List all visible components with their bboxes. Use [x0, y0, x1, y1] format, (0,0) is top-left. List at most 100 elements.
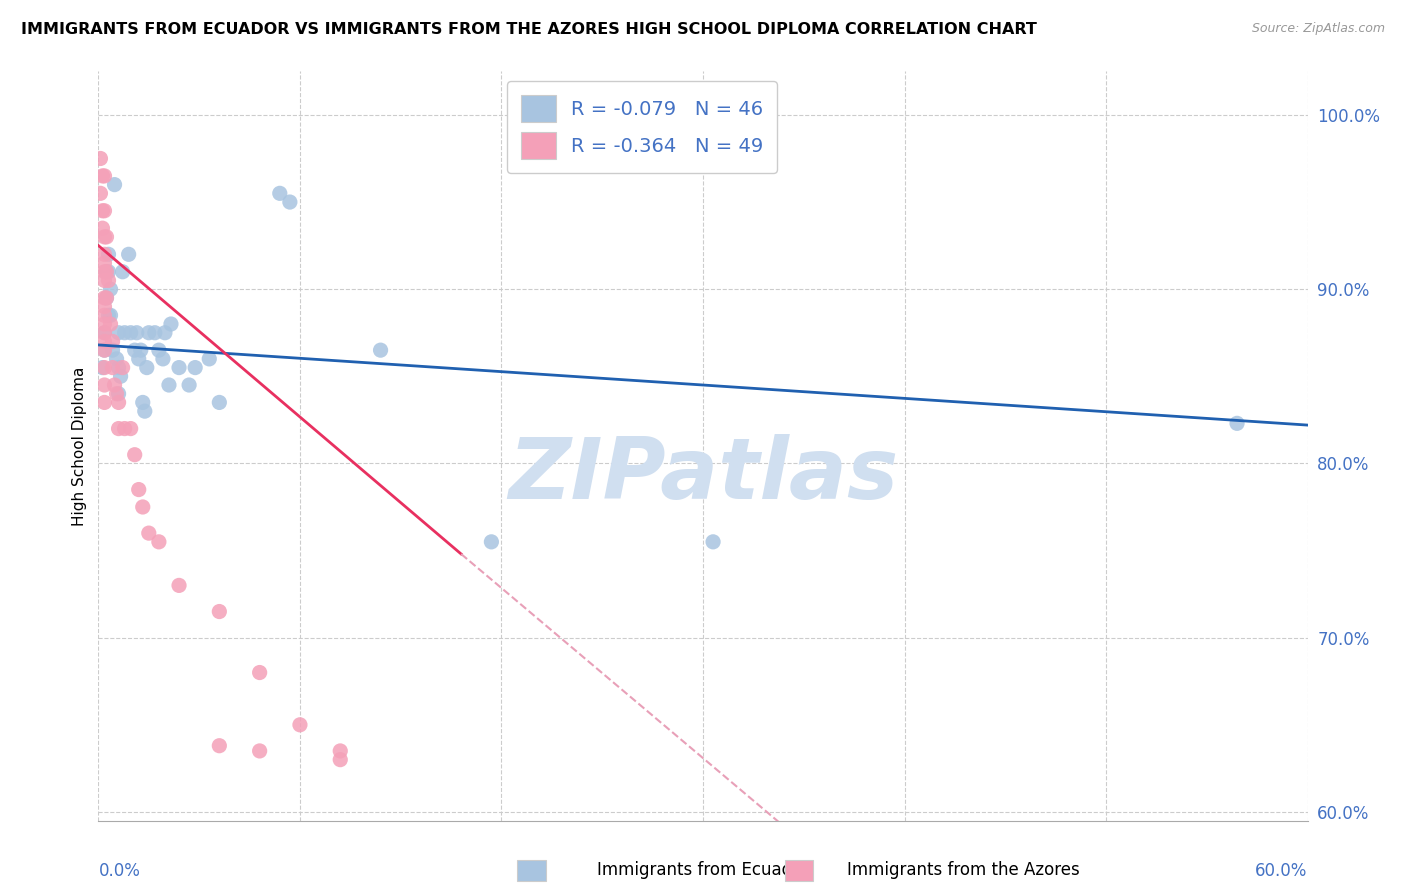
- Point: [91, 221, 114, 235]
- Point: [132, 395, 155, 409]
- Point: [249, 744, 271, 758]
- Point: [93, 326, 115, 340]
- Point: [100, 308, 122, 322]
- Point: [93, 334, 115, 349]
- Point: [110, 369, 132, 384]
- Point: [93, 378, 115, 392]
- Point: [128, 483, 150, 497]
- Point: [124, 343, 146, 358]
- Point: [167, 578, 190, 592]
- Point: [91, 169, 114, 183]
- Text: ZIPatlas: ZIPatlas: [508, 434, 898, 517]
- Point: [107, 360, 129, 375]
- Point: [100, 317, 122, 331]
- Point: [134, 404, 156, 418]
- Point: [101, 360, 124, 375]
- Point: [138, 526, 160, 541]
- Point: [93, 343, 115, 358]
- Point: [89, 186, 111, 201]
- Point: [100, 282, 122, 296]
- Point: [97, 247, 120, 261]
- Point: [249, 665, 271, 680]
- Point: [93, 300, 115, 314]
- Point: [148, 343, 170, 358]
- Point: [120, 421, 142, 435]
- Point: [93, 360, 115, 375]
- Legend: R = -0.079   N = 46, R = -0.364   N = 49: R = -0.079 N = 46, R = -0.364 N = 49: [508, 81, 778, 173]
- Text: IMMIGRANTS FROM ECUADOR VS IMMIGRANTS FROM THE AZORES HIGH SCHOOL DIPLOMA CORREL: IMMIGRANTS FROM ECUADOR VS IMMIGRANTS FR…: [21, 22, 1038, 37]
- Point: [93, 343, 115, 358]
- Point: [132, 500, 155, 514]
- Point: [93, 169, 115, 183]
- Y-axis label: High School Diploma: High School Diploma: [72, 367, 87, 525]
- Text: Immigrants from the Azores: Immigrants from the Azores: [846, 861, 1080, 879]
- Point: [101, 334, 124, 349]
- Point: [167, 360, 190, 375]
- Text: Source: ZipAtlas.com: Source: ZipAtlas.com: [1251, 22, 1385, 36]
- Point: [91, 360, 114, 375]
- Point: [93, 395, 115, 409]
- Point: [208, 739, 231, 753]
- Point: [93, 265, 115, 279]
- Point: [1226, 417, 1249, 431]
- Point: [157, 378, 180, 392]
- Point: [288, 718, 311, 732]
- Point: [96, 230, 118, 244]
- Text: 0.0%: 0.0%: [98, 862, 141, 880]
- Point: [93, 273, 115, 287]
- Point: [105, 351, 128, 366]
- Point: [128, 351, 150, 366]
- Point: [97, 273, 120, 287]
- Point: [111, 265, 134, 279]
- Point: [124, 448, 146, 462]
- Point: [198, 351, 221, 366]
- Point: [208, 395, 231, 409]
- Point: [278, 195, 301, 210]
- Point: [135, 360, 157, 375]
- Point: [208, 605, 231, 619]
- Point: [118, 247, 141, 261]
- Point: [114, 326, 136, 340]
- Point: [184, 360, 207, 375]
- Point: [93, 256, 115, 270]
- Point: [107, 386, 129, 401]
- Point: [138, 326, 160, 340]
- Point: [96, 265, 118, 279]
- Point: [97, 265, 120, 279]
- Point: [101, 343, 124, 358]
- Point: [269, 186, 291, 201]
- Point: [91, 203, 114, 218]
- Point: [179, 378, 201, 392]
- Point: [103, 378, 125, 392]
- Point: [93, 326, 115, 340]
- Text: 60.0%: 60.0%: [1256, 862, 1308, 880]
- Point: [93, 291, 115, 305]
- Point: [125, 326, 148, 340]
- Point: [89, 152, 111, 166]
- Point: [97, 308, 120, 322]
- Point: [93, 317, 115, 331]
- Point: [702, 534, 724, 549]
- Point: [96, 291, 118, 305]
- Point: [93, 230, 115, 244]
- Point: [96, 291, 118, 305]
- Point: [129, 343, 152, 358]
- Point: [96, 265, 118, 279]
- Point: [143, 326, 166, 340]
- Point: [120, 326, 142, 340]
- Point: [329, 744, 352, 758]
- Text: Immigrants from Ecuador: Immigrants from Ecuador: [598, 861, 808, 879]
- Point: [107, 326, 129, 340]
- Point: [114, 421, 136, 435]
- Point: [481, 534, 503, 549]
- Point: [103, 178, 125, 192]
- Point: [93, 308, 115, 322]
- Point: [152, 351, 174, 366]
- Point: [93, 203, 115, 218]
- Point: [329, 753, 352, 767]
- Point: [153, 326, 176, 340]
- Point: [93, 247, 115, 261]
- Point: [107, 421, 129, 435]
- Point: [107, 395, 129, 409]
- Point: [148, 534, 170, 549]
